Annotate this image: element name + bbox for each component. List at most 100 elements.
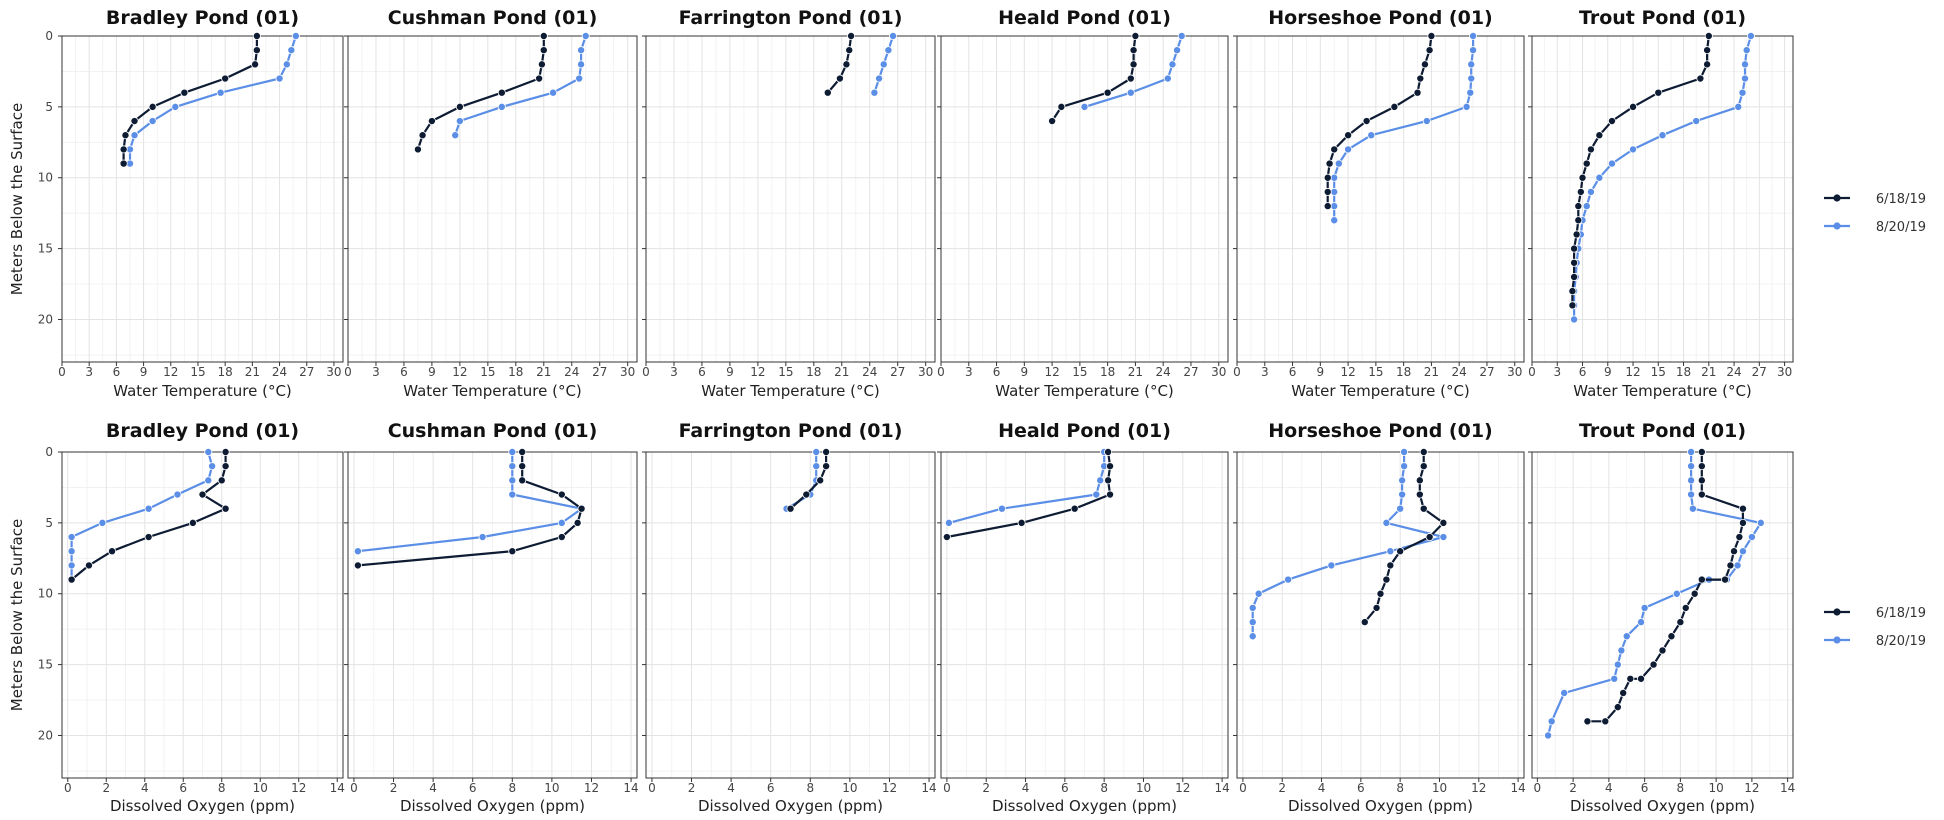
data-point <box>1131 32 1140 41</box>
x-tick-label: 24 <box>1156 365 1171 379</box>
data-point <box>1080 102 1089 111</box>
series-6-18-19 <box>1360 447 1448 627</box>
data-point <box>1741 74 1750 83</box>
series-6-18-19 <box>1583 447 1747 726</box>
panel-cushman-pond-01: Cushman Pond (01) 0 3 6 9 12 15 18 21 24 27 30 Water… <box>344 7 638 400</box>
data-point <box>1687 462 1696 471</box>
data-point <box>427 117 436 126</box>
x-tick-label: 9 <box>1317 365 1325 379</box>
x-tick-label: 3 <box>670 365 678 379</box>
legend-label: 6/18/19 <box>1876 192 1926 207</box>
panel-border <box>1236 451 1525 779</box>
panel-horseshoe-pond-01: Horseshoe Pond (01) 0 2 4 6 8 10 12 14 Dissolved … <box>1233 420 1526 815</box>
data-point <box>1613 660 1622 669</box>
data-point <box>1330 145 1339 154</box>
panel-title: Farrington Pond (01) <box>679 7 903 29</box>
panel-background <box>348 36 637 362</box>
x-tick-label: 24 <box>1726 365 1741 379</box>
x-tick-label: 24 <box>862 365 877 379</box>
x-tick-label: 4 <box>1605 781 1613 795</box>
data-point <box>171 102 180 111</box>
panel-border <box>1531 35 1794 363</box>
data-point <box>144 504 153 513</box>
series-6-18-19 <box>413 32 548 154</box>
data-point <box>884 46 893 55</box>
x-tick-label: 3 <box>372 365 380 379</box>
legend-label: 8/20/19 <box>1876 634 1926 649</box>
data-point <box>1746 32 1755 41</box>
data-point <box>1640 603 1649 612</box>
data-point <box>119 145 128 154</box>
data-point <box>1696 74 1705 83</box>
data-point <box>130 131 139 140</box>
series-6-18-19 <box>67 447 230 584</box>
data-point <box>1362 117 1371 126</box>
data-point <box>1688 504 1697 513</box>
data-point <box>1637 618 1646 627</box>
x-tick-label: 10 <box>842 781 857 795</box>
x-tick-label: 0 <box>1233 365 1241 379</box>
data-point <box>1586 187 1595 196</box>
data-point <box>1697 575 1706 584</box>
data-point <box>573 518 582 527</box>
x-tick-label: 27 <box>592 365 607 379</box>
x-tick-label: 12 <box>291 781 306 795</box>
data-point <box>1419 462 1428 471</box>
data-point <box>1323 187 1332 196</box>
data-point <box>1344 145 1353 154</box>
x-tick-label: 10 <box>1432 781 1447 795</box>
data-point <box>1103 88 1112 97</box>
y-axis-label: Meters Below the Surface <box>8 519 26 711</box>
data-point <box>353 547 362 556</box>
data-point <box>1422 117 1431 126</box>
x-axis-label: Dissolved Oxygen (ppm) <box>992 797 1177 815</box>
data-point <box>1613 703 1622 712</box>
data-point <box>287 46 296 55</box>
x-tick-label: 12 <box>1340 365 1355 379</box>
data-point <box>847 32 856 41</box>
data-point <box>1576 187 1585 196</box>
data-point <box>1560 688 1569 697</box>
panel-border <box>61 35 344 363</box>
data-point <box>1570 272 1579 281</box>
data-point <box>67 533 76 542</box>
x-tick-label: 24 <box>564 365 579 379</box>
x-tick-label: 0 <box>937 365 945 379</box>
panel-border <box>645 35 936 363</box>
x-tick-label: 6 <box>469 781 477 795</box>
data-point <box>942 533 951 542</box>
y-tick-label: 0 <box>45 29 53 43</box>
panel-background <box>646 36 935 362</box>
data-point <box>208 462 217 471</box>
data-point <box>1672 589 1681 598</box>
data-point <box>1626 674 1635 683</box>
x-tick-label: 24 <box>272 365 287 379</box>
data-point <box>944 518 953 527</box>
data-point <box>508 462 517 471</box>
x-tick-label: 2 <box>390 781 398 795</box>
data-point <box>1637 674 1646 683</box>
data-point <box>1104 447 1113 456</box>
data-point <box>1367 131 1376 140</box>
data-point <box>1467 60 1476 69</box>
series-6-18-19 <box>786 447 831 513</box>
panel-title: Cushman Pond (01) <box>388 7 598 29</box>
series-8-20-19 <box>67 447 217 584</box>
data-point <box>1390 102 1399 111</box>
data-point <box>1057 102 1066 111</box>
panel-border <box>940 451 1229 779</box>
data-point <box>1106 462 1115 471</box>
panel-title: Bradley Pond (01) <box>106 420 299 442</box>
x-tick-label: 14 <box>1780 781 1795 795</box>
x-tick-label: 14 <box>1214 781 1229 795</box>
x-tick-label: 12 <box>1625 365 1640 379</box>
series-6-18-19 <box>823 32 856 97</box>
x-tick-label: 0 <box>350 781 358 795</box>
data-point <box>1692 117 1701 126</box>
x-tick-label: 27 <box>1752 365 1767 379</box>
x-axis-label: Dissolved Oxygen (ppm) <box>1570 797 1755 815</box>
x-tick-label: 2 <box>688 781 696 795</box>
panel-border <box>1531 451 1794 779</box>
data-point <box>845 46 854 55</box>
data-point <box>1697 462 1706 471</box>
